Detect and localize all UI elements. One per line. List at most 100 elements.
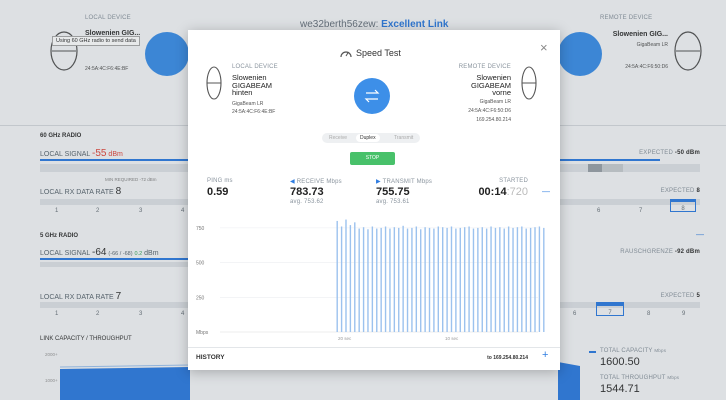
bar	[441, 227, 444, 332]
label: TOTAL CAPACITY	[600, 348, 653, 354]
mac: 24:5A:4C:F6:50:D6	[468, 108, 511, 114]
add-button[interactable]: +	[542, 349, 549, 361]
bar	[468, 226, 470, 332]
scale: 8	[647, 311, 651, 317]
antenna-icon	[50, 31, 78, 71]
value: 8	[696, 188, 700, 194]
collapse-button[interactable]: —	[696, 230, 704, 239]
bar	[345, 219, 347, 332]
label: EXPECTED	[660, 293, 695, 299]
speed-icon	[340, 51, 352, 58]
label: REMOTE DEVICE	[458, 64, 511, 70]
tooltip: Using 60 GHz radio to send data	[52, 36, 140, 46]
value: 5	[696, 293, 700, 299]
scale: 2	[96, 311, 100, 317]
bar	[358, 228, 360, 332]
link-title: we32berth56zew: Excellent Link	[300, 19, 448, 30]
mac: 24:5A:4C:F6:4E:BF	[85, 66, 129, 72]
bar	[512, 227, 514, 332]
bar	[411, 227, 413, 332]
tab[interactable]: Transmit	[394, 135, 414, 141]
label: TOTAL THROUGHPUT	[600, 375, 666, 381]
name-line: Slowenien	[476, 73, 511, 82]
tab[interactable]: Receive	[329, 135, 348, 141]
avg: avg. 753.62	[290, 199, 324, 205]
signal-track	[40, 164, 188, 172]
value: -50 dBm	[674, 150, 700, 156]
signal-bar	[40, 159, 188, 161]
stop-button[interactable]: STOP	[350, 152, 395, 165]
signal-bar	[40, 258, 188, 260]
axis-label: 1000+	[45, 378, 58, 383]
link-circle	[145, 32, 189, 76]
divider	[188, 347, 560, 348]
scale: 3	[139, 311, 143, 317]
suffix: Link	[427, 19, 449, 30]
bar	[393, 227, 396, 332]
value: 7	[115, 291, 122, 302]
bar	[376, 228, 378, 332]
mac: 24:5A:4C:F6:4E:BF	[232, 109, 276, 115]
swap-icon	[364, 89, 380, 103]
min-required: MIN REQUIRED -72 dBm	[105, 177, 157, 182]
tab[interactable]: Duplex	[356, 134, 380, 142]
bar	[424, 227, 426, 332]
bar	[415, 226, 418, 332]
label: PING	[207, 178, 223, 184]
device: we32berth56zew:	[300, 19, 379, 30]
legend-dash	[589, 351, 596, 353]
signal-bar	[560, 159, 660, 161]
bar	[349, 225, 352, 332]
name-line: GIGABEAM	[232, 80, 273, 90]
scale: 6	[573, 311, 577, 317]
collapse-button[interactable]: —	[542, 187, 550, 196]
history-target: to 169.254.80.214	[487, 355, 528, 361]
bar	[463, 227, 466, 332]
x-label: 20 sec	[338, 336, 352, 341]
y-tick-label: 250	[196, 295, 205, 301]
close-button[interactable]: ×	[540, 40, 548, 55]
bar	[516, 227, 519, 332]
label: STARTED	[499, 178, 528, 184]
started-fraction: :720	[506, 186, 528, 198]
section-title: LINK CAPACITY / THROUGHPUT	[40, 336, 132, 342]
bar	[428, 227, 431, 332]
avg: avg. 753.61	[376, 199, 410, 205]
speed-test-modal: Speed Test × LOCAL DEVICE Slowenien GIGAB…	[188, 30, 560, 370]
signal: LOCAL SIGNAL -55 dBm	[40, 148, 123, 159]
name-line: Slowenien	[232, 73, 267, 82]
device-name: Slowenien GIG...	[612, 31, 668, 38]
unit: Mbps	[654, 348, 667, 353]
unit: ms	[224, 178, 233, 184]
label: LOCAL DEVICE	[232, 64, 278, 70]
ping-value: 0.59	[207, 186, 229, 198]
unit: Mbps	[416, 179, 433, 185]
label: EXPECTED	[639, 150, 674, 156]
signal-track	[560, 164, 700, 172]
mac: 24:5A:4C:F6:50:D6	[625, 64, 668, 70]
tab-group: Receive Duplex Transmit	[322, 133, 420, 143]
antenna-icon	[674, 31, 702, 71]
antenna-icon	[521, 66, 537, 100]
scale: 1	[55, 311, 59, 317]
label: EXPECTED	[660, 188, 695, 194]
y-unit: Mbps	[196, 330, 209, 336]
scale: 2	[96, 208, 100, 214]
modal-title: Speed Test	[356, 48, 401, 58]
antenna-icon	[206, 66, 222, 100]
name-line: hinten	[232, 88, 253, 97]
scale: 4	[181, 208, 185, 214]
model: GigaBeam LR	[636, 42, 668, 48]
value: -92 dBm	[674, 249, 700, 255]
bar	[354, 222, 356, 332]
bar	[437, 226, 440, 332]
bar	[490, 226, 492, 332]
swap-button[interactable]	[354, 78, 390, 114]
bar	[485, 228, 488, 332]
label: REMOTE DEVICE	[600, 15, 653, 21]
section-title: 5 GHz RADIO	[40, 233, 79, 239]
label: LOCAL RX DATA RATE	[40, 294, 114, 301]
scale: 9	[682, 311, 686, 317]
icon: ▶	[376, 179, 381, 185]
axis-label: 2000+	[45, 352, 58, 357]
